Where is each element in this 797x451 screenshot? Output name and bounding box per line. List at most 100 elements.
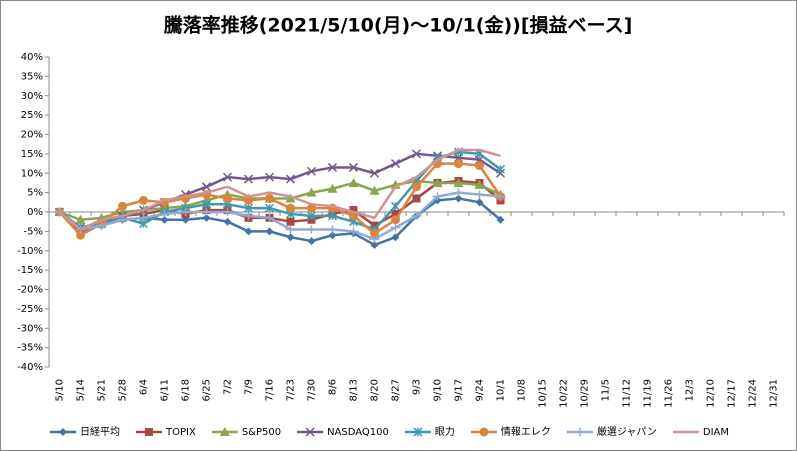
legend-item: DIAM xyxy=(672,427,729,438)
x-tick-label: 5/21 xyxy=(97,379,108,401)
x-tick-label: 12/17 xyxy=(727,379,738,408)
marker xyxy=(138,213,149,222)
y-tick-label: -5% xyxy=(24,226,43,237)
legend-label: NASDAQ100 xyxy=(327,427,389,438)
y-tick-label: 30% xyxy=(21,91,43,102)
marker xyxy=(306,166,317,176)
marker xyxy=(243,203,254,213)
marker xyxy=(453,188,464,197)
marker xyxy=(223,217,232,226)
x-tick-label: 7/9 xyxy=(244,379,255,395)
x-tick-label: 7/30 xyxy=(307,379,318,401)
marker xyxy=(328,231,337,240)
x-tick-label: 11/19 xyxy=(643,379,654,408)
x-tick-label: 9/3 xyxy=(412,379,423,395)
marker xyxy=(574,428,585,436)
x-tick-label: 6/11 xyxy=(160,379,171,401)
x-tick-label: 12/3 xyxy=(685,379,696,401)
x-tick-label: 9/24 xyxy=(475,379,486,401)
x-tick-label: 7/2 xyxy=(223,379,234,395)
marker xyxy=(244,195,253,205)
y-tick-label: -30% xyxy=(17,323,43,334)
marker xyxy=(145,428,153,436)
marker xyxy=(264,203,275,213)
marker xyxy=(327,162,338,172)
x-tick-label: 6/4 xyxy=(139,379,150,395)
marker xyxy=(201,199,212,209)
series-line xyxy=(59,179,502,221)
marker xyxy=(76,230,85,240)
legend-item: S&P500 xyxy=(211,427,281,438)
x-tick-label: 10/8 xyxy=(517,379,528,401)
marker xyxy=(475,161,484,170)
x-tick-label: 6/18 xyxy=(181,379,192,401)
marker xyxy=(202,213,211,222)
marker xyxy=(479,427,489,437)
marker xyxy=(265,193,274,203)
marker xyxy=(219,427,230,436)
series-line xyxy=(58,148,501,231)
x-tick-label: 8/6 xyxy=(328,379,339,395)
marker xyxy=(412,182,421,192)
y-tick-label: 40% xyxy=(21,52,43,63)
y-tick-label: 5% xyxy=(27,188,43,199)
x-tick-label: 11/5 xyxy=(601,379,612,401)
marker xyxy=(369,185,380,195)
series-line xyxy=(58,162,502,237)
marker xyxy=(348,227,359,236)
y-tick-label: -10% xyxy=(17,246,43,257)
y-tick-label: 20% xyxy=(21,130,43,141)
marker xyxy=(264,213,275,222)
marker xyxy=(139,195,148,205)
marker xyxy=(244,227,253,236)
x-tick-label: 10/29 xyxy=(580,379,591,408)
marker xyxy=(96,221,107,230)
marker xyxy=(412,194,421,203)
y-tick-label: 35% xyxy=(21,71,43,82)
legend-item: NASDAQ100 xyxy=(297,427,389,438)
marker xyxy=(454,159,463,169)
legend: 日経平均 TOPIX S&P500 NASDAQ100 眼力 情報エレク 厳選ジャパン DIA… xyxy=(50,425,729,438)
x-tick-label: 12/31 xyxy=(769,379,780,408)
marker xyxy=(370,228,379,238)
y-tick-label: -40% xyxy=(17,362,43,373)
x-tick-label: 9/17 xyxy=(454,379,465,401)
x-tick-label: 10/22 xyxy=(559,379,570,408)
marker xyxy=(306,211,317,221)
marker xyxy=(327,211,338,221)
marker xyxy=(118,201,127,211)
marker xyxy=(306,187,317,197)
chart-title: 騰落率推移(2021/5/10(月)～10/1(金))[損益ベース] xyxy=(163,14,633,37)
legend-item: 眼力 xyxy=(404,425,455,438)
marker xyxy=(390,201,401,211)
marker xyxy=(370,240,379,249)
marker xyxy=(390,159,401,169)
marker xyxy=(305,427,315,437)
marker xyxy=(475,198,484,207)
marker xyxy=(391,215,400,225)
marker xyxy=(474,179,485,189)
marker xyxy=(453,177,464,187)
legend-item: 情報エレク xyxy=(470,425,551,438)
marker xyxy=(201,208,212,216)
x-tick-label: 7/16 xyxy=(265,379,276,401)
marker xyxy=(286,203,295,213)
marker xyxy=(160,215,169,224)
marker xyxy=(180,208,191,216)
marker xyxy=(222,172,233,182)
x-tick-label: 10/1 xyxy=(496,379,507,401)
marker xyxy=(432,192,443,201)
x-tick-label: 11/12 xyxy=(622,379,633,408)
legend-label: DIAM xyxy=(703,427,729,438)
marker xyxy=(369,235,380,244)
marker xyxy=(327,183,338,193)
x-tick-label: 12/10 xyxy=(706,379,717,408)
x-tick-label: 8/27 xyxy=(391,379,402,401)
marker xyxy=(243,211,254,220)
marker xyxy=(201,182,212,192)
x-tick-label: 8/20 xyxy=(370,379,381,401)
legend-label: 日経平均 xyxy=(80,425,120,438)
marker xyxy=(285,225,296,234)
legend-label: 情報エレク xyxy=(501,425,551,438)
